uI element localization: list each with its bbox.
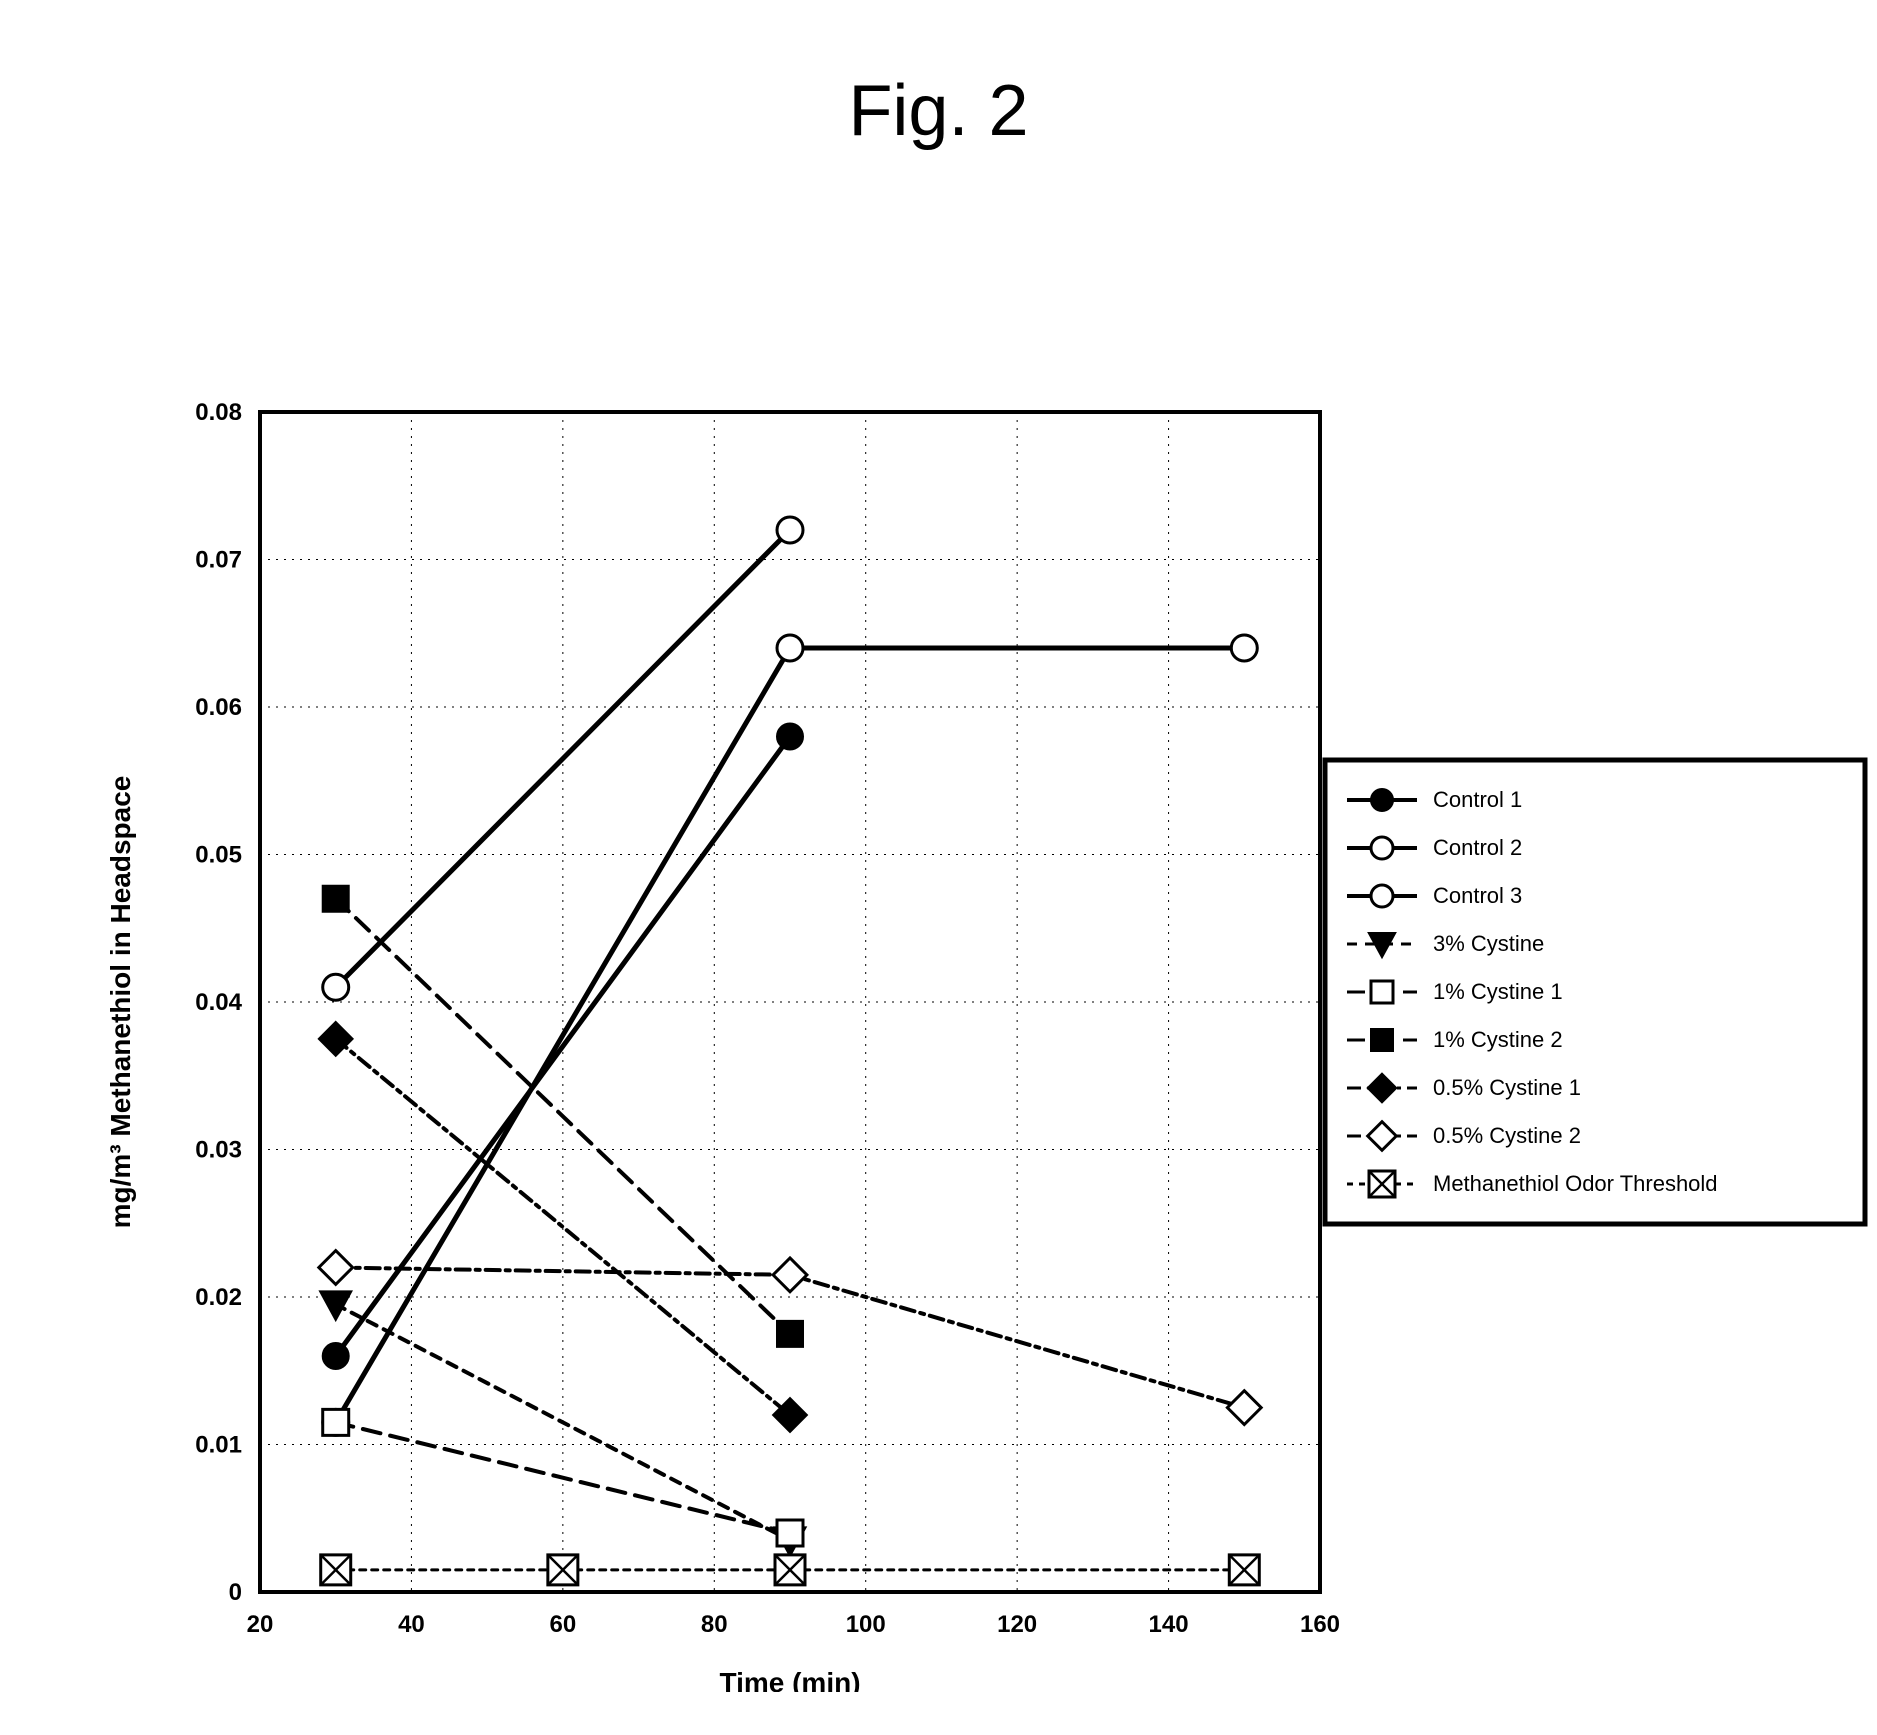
svg-text:0.05: 0.05 xyxy=(195,842,242,869)
legend: Control 1 Control 2 Control 3 3% Cystine 1% … xyxy=(1325,760,1865,1224)
chart-area: 20 40 60 80 100 120 140 160 0 0.01 0.02 0.03 0.04 0.0… xyxy=(0,212,1877,1692)
svg-text:100: 100 xyxy=(846,1611,886,1638)
svg-text:3% Cystine: 3% Cystine xyxy=(1433,931,1544,956)
svg-text:Control 3: Control 3 xyxy=(1433,883,1522,908)
svg-text:1% Cystine 1: 1% Cystine 1 xyxy=(1433,979,1563,1004)
chart-svg: 20 40 60 80 100 120 140 160 0 0.01 0.02 0.03 0.04 0.0… xyxy=(0,212,1877,1692)
svg-text:0.03: 0.03 xyxy=(195,1137,242,1164)
svg-text:0.5% Cystine 1: 0.5% Cystine 1 xyxy=(1433,1075,1581,1100)
svg-text:0.08: 0.08 xyxy=(195,399,242,426)
svg-text:Control 1: Control 1 xyxy=(1433,787,1522,812)
svg-text:0.5% Cystine 2: 0.5% Cystine 2 xyxy=(1433,1123,1581,1148)
svg-text:120: 120 xyxy=(997,1611,1037,1638)
svg-text:Time (min): Time (min) xyxy=(719,1667,860,1692)
figure-title: Fig. 2 xyxy=(0,70,1877,152)
svg-text:0.07: 0.07 xyxy=(195,547,242,574)
svg-text:Methanethiol Odor Threshold: Methanethiol Odor Threshold xyxy=(1433,1171,1718,1196)
svg-text:0.02: 0.02 xyxy=(195,1284,242,1311)
svg-text:mg/m³ Methanethiol in Headspac: mg/m³ Methanethiol in Headspace xyxy=(105,776,136,1229)
svg-text:1% Cystine 2: 1% Cystine 2 xyxy=(1433,1027,1563,1052)
svg-text:40: 40 xyxy=(398,1611,425,1638)
svg-text:60: 60 xyxy=(550,1611,577,1638)
svg-text:0.06: 0.06 xyxy=(195,694,242,721)
svg-text:0: 0 xyxy=(229,1579,242,1606)
svg-text:80: 80 xyxy=(701,1611,728,1638)
svg-text:160: 160 xyxy=(1300,1611,1340,1638)
figure-container: Fig. 2 20 40 60 80 100 120 140 160 0 0.01 0.02 0.03… xyxy=(0,40,1877,1695)
svg-text:0.01: 0.01 xyxy=(195,1432,242,1459)
svg-text:20: 20 xyxy=(247,1611,274,1638)
svg-text:0.04: 0.04 xyxy=(195,989,242,1016)
svg-text:140: 140 xyxy=(1149,1611,1189,1638)
svg-text:Control 2: Control 2 xyxy=(1433,835,1522,860)
